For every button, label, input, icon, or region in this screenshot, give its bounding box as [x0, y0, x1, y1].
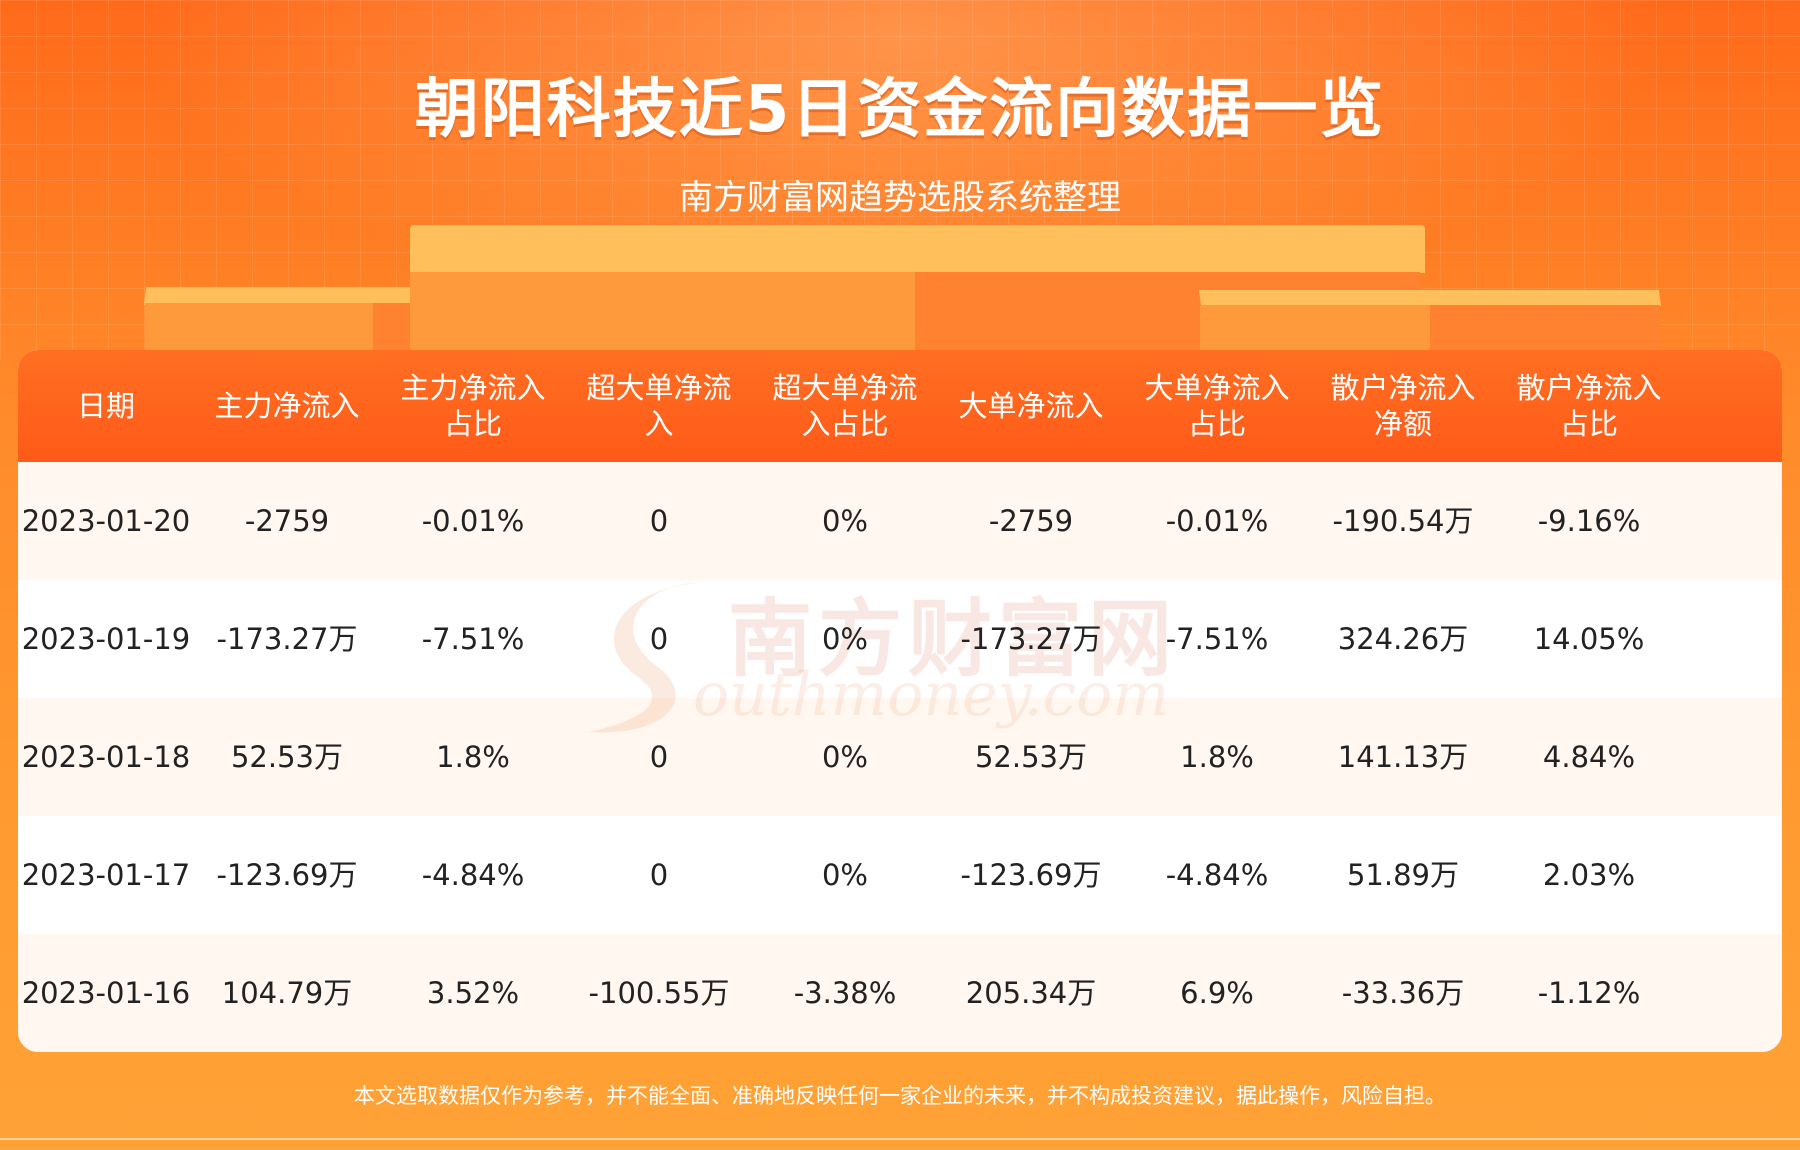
cell-large-net-inflow-ratio: -7.51%	[1165, 622, 1269, 656]
cell-retail-net-inflow: 324.26万	[1337, 622, 1469, 656]
page-title: 朝阳科技近5日资金流向数据一览	[414, 73, 1386, 147]
cell-main-net-inflow: -123.69万	[216, 858, 358, 892]
cell-retail-net-inflow: 141.13万	[1337, 740, 1469, 774]
cell-super-large-net-inflow: 0	[649, 858, 669, 892]
cell-main-net-inflow: -2759	[244, 504, 330, 538]
header-main-net-inflow: 主力净流入	[214, 389, 360, 423]
cell-super-large-net-inflow: 0	[649, 740, 669, 774]
cell-retail-net-inflow: -190.54万	[1332, 504, 1474, 538]
header-super-large-net-inflow: 超大单净流入	[586, 371, 732, 441]
cell-main-net-inflow-ratio: -7.51%	[421, 622, 525, 656]
header-main-net-inflow-ratio: 主力净流入 占比	[400, 371, 546, 441]
table-header: 日期 主力净流入 主力净流入 占比 超大单净流入 超大单净流 入占比 大单净流入 大…	[18, 350, 1782, 462]
cell-super-large-net-inflow-ratio: 0%	[821, 622, 868, 656]
cell-large-net-inflow: 205.34万	[965, 976, 1097, 1010]
cell-date: 2023-01-18	[21, 740, 191, 774]
cell-retail-net-inflow: 51.89万	[1346, 858, 1460, 892]
cell-super-large-net-inflow: -100.55万	[588, 976, 730, 1010]
header-retail-net-inflow: 散户净流入 净额	[1330, 371, 1476, 441]
cell-retail-net-inflow-ratio: -9.16%	[1537, 504, 1641, 538]
cell-date: 2023-01-20	[21, 504, 191, 538]
cell-retail-net-inflow-ratio: 14.05%	[1533, 622, 1645, 656]
cell-large-net-inflow: -123.69万	[960, 858, 1102, 892]
header-large-net-inflow: 大单净流入	[958, 389, 1104, 423]
cell-large-net-inflow-ratio: 1.8%	[1180, 740, 1254, 774]
header-super-large-net-inflow-ratio: 超大单净流 入占比	[772, 371, 918, 441]
cell-main-net-inflow-ratio: 3.52%	[426, 976, 520, 1010]
header-date: 日期	[76, 389, 135, 423]
cell-large-net-inflow: 52.53万	[974, 740, 1088, 774]
cell-main-net-inflow: -173.27万	[216, 622, 358, 656]
cell-main-net-inflow-ratio: -4.84%	[421, 858, 525, 892]
cell-main-net-inflow-ratio: -0.01%	[421, 504, 525, 538]
cell-main-net-inflow-ratio: 1.8%	[436, 740, 510, 774]
cell-retail-net-inflow-ratio: -1.12%	[1537, 976, 1641, 1010]
cell-super-large-net-inflow: 0	[649, 622, 669, 656]
cell-main-net-inflow: 104.79万	[221, 976, 353, 1010]
cell-main-net-inflow: 52.53万	[230, 740, 344, 774]
cell-retail-net-inflow-ratio: 2.03%	[1542, 858, 1636, 892]
cell-super-large-net-inflow-ratio: 0%	[821, 504, 868, 538]
cell-super-large-net-inflow-ratio: -3.38%	[793, 976, 897, 1010]
cell-retail-net-inflow: -33.36万	[1341, 976, 1465, 1010]
cell-super-large-net-inflow-ratio: 0%	[821, 858, 868, 892]
cell-retail-net-inflow-ratio: 4.84%	[1542, 740, 1636, 774]
cell-date: 2023-01-17	[21, 858, 191, 892]
table-row: 2023-01-17 -123.69万 -4.84% 0 0% -123.69万…	[18, 816, 1782, 934]
disclaimer-text: 本文选取数据仅作为参考，并不能全面、准确地反映任何一家企业的未来，并不构成投资建…	[354, 1084, 1446, 1108]
table-row: 2023-01-20 -2759 -0.01% 0 0% -2759 -0.01…	[18, 462, 1782, 580]
table-row: 2023-01-19 -173.27万 -7.51% 0 0% -173.27万…	[18, 580, 1782, 698]
cell-date: 2023-01-16	[21, 976, 191, 1010]
header-large-net-inflow-ratio: 大单净流入 占比	[1144, 371, 1290, 441]
cell-large-net-inflow: -2759	[988, 504, 1074, 538]
cell-date: 2023-01-19	[21, 622, 191, 656]
cell-large-net-inflow: -173.27万	[960, 622, 1102, 656]
cell-super-large-net-inflow: 0	[649, 504, 669, 538]
cell-super-large-net-inflow-ratio: 0%	[821, 740, 868, 774]
page-subtitle: 南方财富网趋势选股系统整理	[679, 178, 1121, 218]
cell-large-net-inflow-ratio: -4.84%	[1165, 858, 1269, 892]
fund-flow-table: 日期 主力净流入 主力净流入 占比 超大单净流入 超大单净流 入占比 大单净流入 大…	[18, 350, 1782, 1052]
header-retail-net-inflow-ratio: 散户净流入 占比	[1516, 371, 1662, 441]
footer-divider	[0, 1138, 1800, 1140]
table-body: 南方财富网 outhmoney.com 2023-01-20 -2759 -0.…	[18, 462, 1782, 1052]
table-row: 2023-01-18 52.53万 1.8% 0 0% 52.53万 1.8% …	[18, 698, 1782, 816]
cell-large-net-inflow-ratio: 6.9%	[1180, 976, 1254, 1010]
cell-large-net-inflow-ratio: -0.01%	[1165, 504, 1269, 538]
table-row: 2023-01-16 104.79万 3.52% -100.55万 -3.38%…	[18, 934, 1782, 1052]
